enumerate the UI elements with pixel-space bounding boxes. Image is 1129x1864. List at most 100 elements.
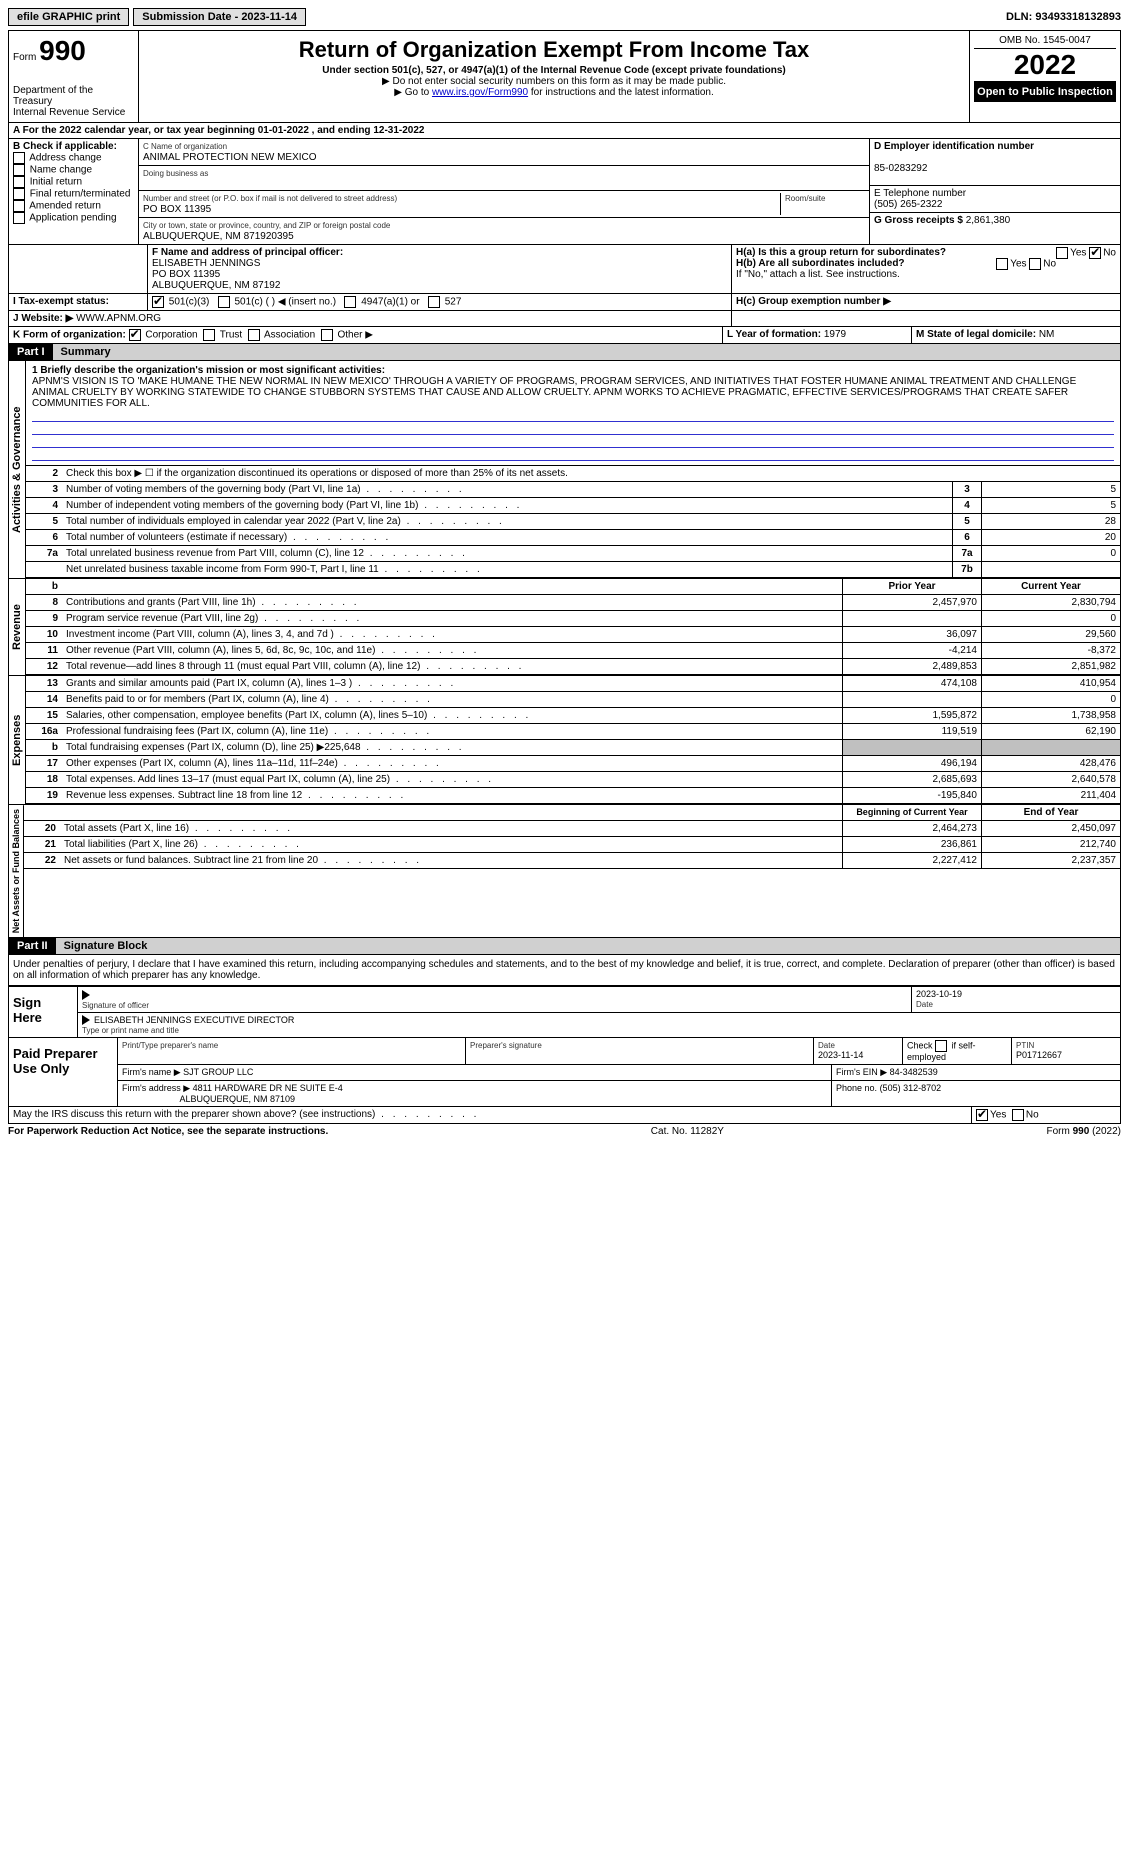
yes-3: Yes <box>990 1110 1006 1121</box>
table-row: 19Revenue less expenses. Subtract line 1… <box>26 788 1120 804</box>
officer-name: ELISABETH JENNINGS <box>152 258 260 269</box>
form-number: 990 <box>39 35 86 66</box>
no-3: No <box>1026 1110 1039 1121</box>
firm-addr2: ALBUQUERQUE, NM 87109 <box>180 1094 296 1104</box>
name-change-checkbox[interactable] <box>13 164 25 176</box>
prep-h1: Print/Type preparer's name <box>122 1041 218 1050</box>
prep-date: 2023-11-14 <box>818 1050 863 1060</box>
rev-header: b Prior Year Current Year <box>26 579 1120 595</box>
col-c: C Name of organization ANIMAL PROTECTION… <box>139 139 870 244</box>
hdr-b: b <box>26 579 62 594</box>
assoc-checkbox[interactable] <box>248 329 260 341</box>
no-1: No <box>1103 248 1116 259</box>
trust-checkbox[interactable] <box>203 329 215 341</box>
b-opt-3: Final return/terminated <box>30 189 131 200</box>
current-year-hdr: Current Year <box>981 579 1120 594</box>
table-row: 7aTotal unrelated business revenue from … <box>26 546 1120 562</box>
fr-post: (2022) <box>1089 1126 1121 1137</box>
hb-yes[interactable] <box>996 258 1008 270</box>
table-row: 18Total expenses. Add lines 13–17 (must … <box>26 772 1120 788</box>
phone-label: Phone no. <box>836 1083 877 1093</box>
prep-h5: PTIN <box>1016 1041 1034 1050</box>
revenue-section: Revenue b Prior Year Current Year 8Contr… <box>8 579 1121 676</box>
fr-pre: Form <box>1047 1126 1073 1137</box>
table-row: 11Other revenue (Part VIII, column (A), … <box>26 643 1120 659</box>
no-2: No <box>1043 259 1056 270</box>
row-i: I Tax-exempt status: 501(c)(3) 501(c) ( … <box>8 294 1121 311</box>
dba-label: Doing business as <box>143 169 208 178</box>
org-addr: PO BOX 11395 <box>143 204 211 215</box>
other-checkbox[interactable] <box>321 329 333 341</box>
exp-side-label: Expenses <box>9 676 26 804</box>
discuss-yes[interactable] <box>976 1109 988 1121</box>
i-label: I Tax-exempt status: <box>13 296 109 307</box>
footer-right: Form 990 (2022) <box>1047 1126 1121 1137</box>
k-opt-3: Other ▶ <box>337 330 372 341</box>
city-label: City or town, state or province, country… <box>143 221 390 230</box>
firm-addr-label: Firm's address ▶ <box>122 1083 190 1093</box>
501c3-checkbox[interactable] <box>152 296 164 308</box>
efile-button[interactable]: efile GRAPHIC print <box>8 8 129 26</box>
b-opt-4: Amended return <box>29 201 101 212</box>
g-label: G Gross receipts $ <box>874 215 963 226</box>
open-public: Open to Public Inspection <box>974 82 1116 102</box>
ha-no[interactable] <box>1089 247 1101 259</box>
self-emp-checkbox[interactable] <box>935 1040 947 1052</box>
ha-yes[interactable] <box>1056 247 1068 259</box>
prep-h4-pre: Check <box>907 1041 933 1051</box>
preparer-label: Paid Preparer Use Only <box>9 1038 118 1106</box>
amended-checkbox[interactable] <box>13 200 25 212</box>
firm-name: SJT GROUP LLC <box>183 1067 253 1077</box>
hb-label: H(b) Are all subordinates included? <box>736 258 905 269</box>
table-row: 6Total number of volunteers (estimate if… <box>26 530 1120 546</box>
corp-checkbox[interactable] <box>129 329 141 341</box>
i-opt-1: 501(c) ( ) ◀ (insert no.) <box>234 297 336 308</box>
website: WWW.APNM.ORG <box>76 313 161 324</box>
note2-post: for instructions and the latest informat… <box>528 87 714 98</box>
ha-label: H(a) Is this a group return for subordin… <box>736 247 946 258</box>
b-opt-5: Application pending <box>29 213 116 224</box>
k-opt-0: Corporation <box>145 330 197 341</box>
form-subtitle: Under section 501(c), 527, or 4947(a)(1)… <box>143 65 965 76</box>
prep-h3: Date <box>818 1041 835 1050</box>
prep-phone: (505) 312-8702 <box>880 1083 942 1093</box>
i-opt-2: 4947(a)(1) or <box>361 297 419 308</box>
firm-ein: 84-3482539 <box>890 1067 938 1077</box>
irs-link[interactable]: www.irs.gov/Form990 <box>432 87 528 98</box>
501c-checkbox[interactable] <box>218 296 230 308</box>
discuss-row: May the IRS discuss this return with the… <box>8 1107 1121 1124</box>
net-py-hdr: Beginning of Current Year <box>842 805 981 820</box>
pending-checkbox[interactable] <box>13 212 25 224</box>
initial-checkbox[interactable] <box>13 176 25 188</box>
ein-value: 85-0283292 <box>874 163 927 174</box>
final-checkbox[interactable] <box>13 188 25 200</box>
firm-ein-label: Firm's EIN ▶ <box>836 1067 887 1077</box>
addr-change-checkbox[interactable] <box>13 152 25 164</box>
net-cy-hdr: End of Year <box>981 805 1120 820</box>
officer-addr2: ALBUQUERQUE, NM 87192 <box>152 280 280 291</box>
dln-text: DLN: 93493318132893 <box>1006 11 1121 23</box>
m-label: M State of legal domicile: <box>916 329 1036 340</box>
submission-button[interactable]: Submission Date - 2023-11-14 <box>133 8 306 26</box>
form-title: Return of Organization Exempt From Incom… <box>143 37 965 63</box>
note-1: ▶ Do not enter social security numbers o… <box>143 76 965 87</box>
b-opt-0: Address change <box>29 153 101 164</box>
mission-label: 1 Briefly describe the organization's mi… <box>32 365 385 376</box>
4947-checkbox[interactable] <box>344 296 356 308</box>
note-2: ▶ Go to www.irs.gov/Form990 for instruct… <box>143 87 965 98</box>
table-row: 20Total assets (Part X, line 16)2,464,27… <box>24 821 1120 837</box>
name-title-label: Type or print name and title <box>82 1026 179 1035</box>
net-header: Beginning of Current Year End of Year <box>24 805 1120 821</box>
l-label: L Year of formation: <box>727 329 821 340</box>
j-label: J Website: ▶ <box>13 313 73 324</box>
hb-no[interactable] <box>1029 258 1041 270</box>
perjury-text: Under penalties of perjury, I declare th… <box>8 955 1121 986</box>
sign-here-block: Sign Here Signature of officer 2023-10-1… <box>8 986 1121 1038</box>
ptin-value: P01712667 <box>1016 1050 1062 1060</box>
527-checkbox[interactable] <box>428 296 440 308</box>
discuss-no[interactable] <box>1012 1109 1024 1121</box>
form-label: Form <box>13 52 36 63</box>
year-box: OMB No. 1545-0047 2022 Open to Public In… <box>970 31 1120 122</box>
note2-pre: ▶ Go to <box>394 87 432 98</box>
table-row: 4Number of independent voting members of… <box>26 498 1120 514</box>
